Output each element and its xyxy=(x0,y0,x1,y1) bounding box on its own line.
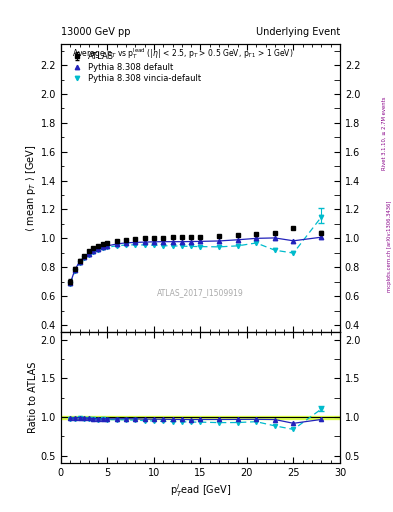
Bar xyxy=(61,416,340,419)
Pythia 8.308 vincia-default xyxy=(254,240,259,246)
Pythia 8.308 default xyxy=(180,239,184,245)
Pythia 8.308 vincia-default xyxy=(319,214,324,220)
Text: Average p$_T$ vs p$_T^{\rm lead}$ ($|\eta|$ < 2.5, p$_T$ > 0.5 GeV, p$_{T1}$ > 1: Average p$_T$ vs p$_T^{\rm lead}$ ($|\et… xyxy=(72,47,294,61)
Pythia 8.308 vincia-default xyxy=(189,243,193,249)
Pythia 8.308 vincia-default xyxy=(291,250,296,256)
Pythia 8.308 default xyxy=(68,280,73,286)
Pythia 8.308 vincia-default xyxy=(86,251,91,258)
Pythia 8.308 vincia-default xyxy=(161,243,165,249)
Pythia 8.308 vincia-default xyxy=(152,242,156,248)
Pythia 8.308 vincia-default xyxy=(114,243,119,249)
Pythia 8.308 default xyxy=(142,239,147,245)
Text: Rivet 3.1.10, ≥ 2.7M events: Rivet 3.1.10, ≥ 2.7M events xyxy=(382,96,387,170)
Line: Pythia 8.308 vincia-default: Pythia 8.308 vincia-default xyxy=(68,215,323,287)
Pythia 8.308 default xyxy=(319,234,324,240)
Pythia 8.308 vincia-default xyxy=(217,244,221,250)
Pythia 8.308 default xyxy=(73,267,77,273)
Text: ATLAS_2017_I1509919: ATLAS_2017_I1509919 xyxy=(157,289,244,297)
Pythia 8.308 vincia-default xyxy=(180,243,184,249)
Pythia 8.308 vincia-default xyxy=(96,247,101,253)
Pythia 8.308 vincia-default xyxy=(105,244,110,250)
Pythia 8.308 vincia-default xyxy=(91,249,96,255)
Pythia 8.308 vincia-default xyxy=(124,242,129,248)
Pythia 8.308 default xyxy=(91,248,96,254)
Pythia 8.308 vincia-default xyxy=(101,245,105,251)
Pythia 8.308 vincia-default xyxy=(68,281,73,287)
Pythia 8.308 default xyxy=(105,243,110,249)
Pythia 8.308 vincia-default xyxy=(235,243,240,249)
Pythia 8.308 vincia-default xyxy=(133,242,138,248)
X-axis label: p$_T^l$ead [GeV]: p$_T^l$ead [GeV] xyxy=(170,482,231,499)
Y-axis label: Ratio to ATLAS: Ratio to ATLAS xyxy=(28,362,38,434)
Pythia 8.308 default xyxy=(254,236,259,242)
Pythia 8.308 default xyxy=(272,235,277,241)
Pythia 8.308 vincia-default xyxy=(170,243,175,249)
Pythia 8.308 default xyxy=(217,238,221,244)
Pythia 8.308 default xyxy=(77,259,82,265)
Y-axis label: $\langle$ mean p$_T$ $\rangle$ [GeV]: $\langle$ mean p$_T$ $\rangle$ [GeV] xyxy=(24,144,38,231)
Pythia 8.308 vincia-default xyxy=(77,260,82,266)
Line: Pythia 8.308 default: Pythia 8.308 default xyxy=(68,235,323,286)
Pythia 8.308 default xyxy=(86,250,91,257)
Pythia 8.308 default xyxy=(133,239,138,245)
Pythia 8.308 default xyxy=(170,239,175,245)
Pythia 8.308 default xyxy=(101,244,105,250)
Pythia 8.308 vincia-default xyxy=(272,247,277,253)
Text: Underlying Event: Underlying Event xyxy=(256,27,340,37)
Pythia 8.308 default xyxy=(198,238,203,244)
Pythia 8.308 default xyxy=(82,254,86,260)
Pythia 8.308 default xyxy=(235,237,240,243)
Pythia 8.308 default xyxy=(114,241,119,247)
Pythia 8.308 vincia-default xyxy=(73,268,77,274)
Pythia 8.308 vincia-default xyxy=(198,244,203,250)
Text: 13000 GeV pp: 13000 GeV pp xyxy=(61,27,130,37)
Pythia 8.308 default xyxy=(124,240,129,246)
Pythia 8.308 vincia-default xyxy=(82,255,86,261)
Pythia 8.308 default xyxy=(291,238,296,244)
Pythia 8.308 default xyxy=(189,239,193,245)
Text: mcplots.cern.ch [arXiv:1306.3436]: mcplots.cern.ch [arXiv:1306.3436] xyxy=(387,200,391,291)
Pythia 8.308 vincia-default xyxy=(142,242,147,248)
Pythia 8.308 default xyxy=(161,239,165,245)
Pythia 8.308 default xyxy=(96,246,101,252)
Pythia 8.308 default xyxy=(152,239,156,245)
Legend: ATLAS, Pythia 8.308 default, Pythia 8.308 vincia-default: ATLAS, Pythia 8.308 default, Pythia 8.30… xyxy=(66,49,204,87)
